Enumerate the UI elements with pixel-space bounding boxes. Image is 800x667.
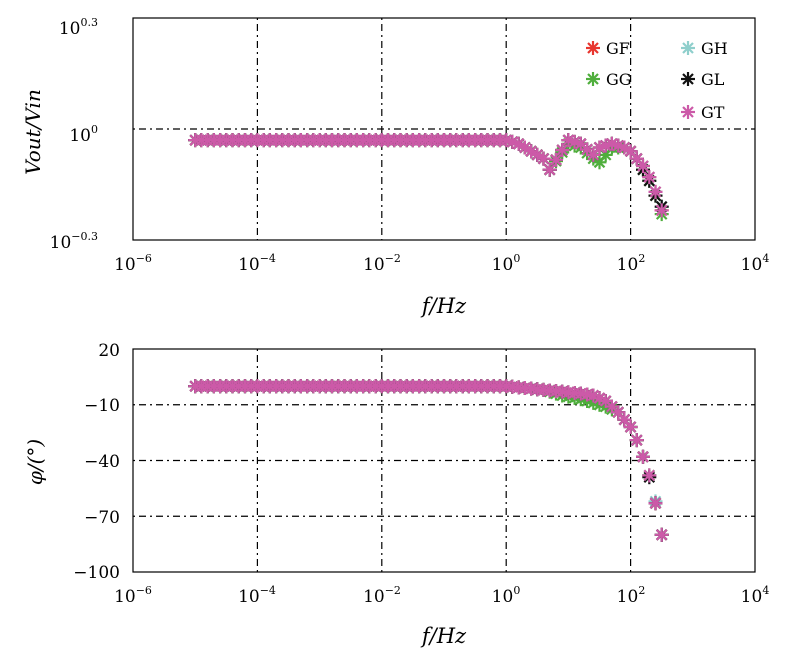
top-data-marks <box>187 132 670 223</box>
legend-entry-GH: GH <box>679 39 728 58</box>
top-chart: 100.3 100 10−0.3 10−6 10−4 10−2 100 102 … <box>21 16 769 318</box>
bottom-xtick-label-3: 100 <box>492 584 521 607</box>
top-point-GT <box>634 157 652 175</box>
legend-marker-GH <box>679 39 697 57</box>
legend-entry-GT: GT <box>679 103 725 122</box>
top-point-GT <box>647 183 664 200</box>
legend-marker-GL <box>679 70 697 88</box>
top-yaxis-label: Vout/Vin <box>21 89 45 175</box>
top-point-GT <box>541 161 558 178</box>
legend-marker-GT <box>679 103 697 121</box>
bottom-ytick-label-4: −100 <box>73 563 120 583</box>
legend-label-GF: GF <box>606 39 630 58</box>
top-xtick-label-4: 102 <box>617 252 646 275</box>
legend-marker-GF <box>584 39 602 57</box>
top-ytick-label-0: 100.3 <box>59 16 98 39</box>
legend-entry-GF: GF <box>584 39 630 58</box>
top-point-GT <box>547 151 565 168</box>
bottom-point-GT <box>628 432 645 449</box>
bottom-plot-frame <box>132 348 756 573</box>
legend-label-GT: GT <box>701 103 725 122</box>
bottom-xtick-label-0: 10−6 <box>114 584 152 607</box>
bottom-xtick-label-2: 10−2 <box>363 584 401 607</box>
bottom-point-GT <box>641 467 658 484</box>
bottom-xtick-label-1: 10−4 <box>238 584 276 607</box>
bottom-xtick-label-5: 104 <box>741 584 770 607</box>
top-ytick-label-2: 10−0.3 <box>50 230 98 253</box>
legend-label-GG: GG <box>606 70 632 89</box>
bottom-gridlines <box>133 349 755 572</box>
legend-entry-GL: GL <box>679 70 725 89</box>
bottom-yaxis-label: φ/(°) <box>23 439 47 485</box>
top-ytick-label-1: 100 <box>69 123 98 146</box>
bottom-point-GT <box>622 418 639 436</box>
top-xtick-label-3: 100 <box>492 252 521 275</box>
top-plot-frame <box>132 17 756 241</box>
bottom-ytick-label-2: −40 <box>84 452 120 472</box>
legend: GF GH GG GL GT <box>584 39 728 122</box>
legend-label-GH: GH <box>701 39 728 58</box>
bottom-point-GT <box>647 495 664 512</box>
bottom-ytick-label-3: −70 <box>84 508 120 528</box>
bottom-xaxis-label: f/Hz <box>420 624 467 648</box>
top-xtick-label-0: 10−6 <box>114 252 152 275</box>
bottom-ytick-label-1: −10 <box>84 396 120 416</box>
bottom-xtick-label-4: 102 <box>617 584 646 607</box>
legend-label-GL: GL <box>701 70 725 89</box>
bottom-chart: 20 −10 −40 −70 −100 10−6 10−4 10−2 100 1… <box>23 341 769 648</box>
legend-entry-GG: GG <box>584 70 632 89</box>
top-point-GT <box>653 202 670 219</box>
top-point-GT <box>554 141 571 159</box>
top-xtick-label-1: 10−4 <box>238 252 276 275</box>
bottom-point-GT <box>653 526 670 543</box>
bottom-point-GT <box>634 448 652 465</box>
bottom-ytick-label-0: 20 <box>98 341 120 361</box>
legend-marker-GG <box>584 70 602 88</box>
top-xtick-label-5: 104 <box>741 252 770 275</box>
top-xtick-label-2: 10−2 <box>363 252 401 275</box>
top-point-GT <box>641 169 658 186</box>
top-gridlines <box>133 18 755 240</box>
top-xaxis-label: f/Hz <box>420 294 467 318</box>
top-point-GT <box>535 150 552 167</box>
